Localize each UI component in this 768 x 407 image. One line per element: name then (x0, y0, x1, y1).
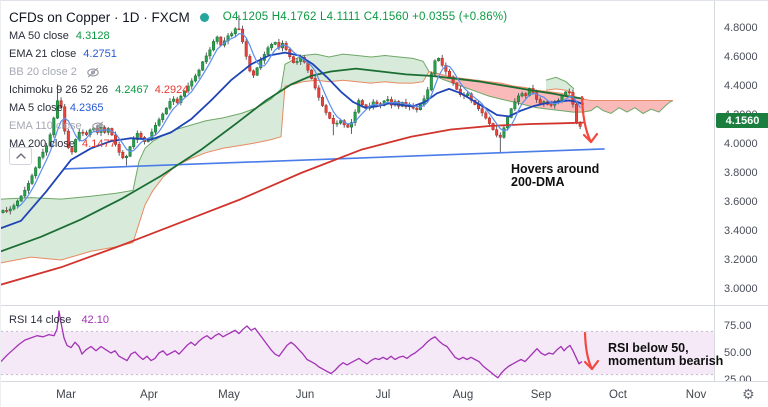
time-axis-label: Nov (685, 389, 707, 401)
indicator-label: MA 50 close (9, 30, 69, 42)
indicator-label: Ichimoku 9 26 52 26 (9, 84, 109, 96)
visibility-off-icon[interactable] (86, 66, 100, 79)
ohlc-values: O4.1205 H4.1762 L4.1111 C4.1560 +0.0355 … (222, 11, 508, 23)
indicator-value: 4.2924 (154, 84, 189, 96)
indicator-row-ichimoku[interactable]: Ichimoku 9 26 52 26 4.2467 4.2924 (9, 81, 507, 99)
annotation-200dma: Hovers around 200-DMA (511, 163, 599, 188)
price-axis[interactable]: 4.80004.60004.40004.20004.00003.80003.60… (714, 1, 768, 407)
pane-separator[interactable] (1, 305, 768, 306)
rsi-indicator-value: 42.10 (81, 314, 109, 326)
indicator-value: 4.2467 (115, 84, 149, 96)
time-axis-label: Jun (295, 389, 315, 401)
indicator-row-ma200[interactable]: MA 200 close 4.1477 (9, 135, 507, 153)
price-axis-label: 3.6000 (724, 196, 758, 208)
time-axis-label: May (218, 389, 240, 401)
chart-legend: CFDs on Copper · 1D · FXCM O4.1205 H4.17… (9, 7, 507, 153)
time-axis-label: Aug (452, 389, 474, 401)
last-price-badge: 4.1560 (716, 113, 768, 129)
price-axis-label: 3.0000 (724, 283, 758, 295)
indicator-value: 4.2365 (69, 102, 104, 114)
time-axis[interactable]: Mar Apr May Jun Jul Aug Sep Oct Nov (1, 381, 768, 407)
rsi-pane[interactable] (1, 306, 714, 381)
annotation-line: Hovers around (511, 162, 600, 176)
indicator-value: 4.3128 (75, 30, 110, 42)
rsi-canvas[interactable] (1, 306, 714, 381)
time-axis-label: Sep (530, 389, 552, 401)
rsi-axis-label: 50.00 (724, 347, 752, 359)
indicator-row-bb20[interactable]: BB 20 close 2 (9, 63, 507, 81)
symbol-title-row[interactable]: CFDs on Copper · 1D · FXCM O4.1205 H4.17… (9, 7, 507, 27)
price-axis-label: 4.6000 (724, 51, 758, 63)
indicator-label: EMA 21 close (9, 48, 77, 60)
indicator-label: MA 5 close (9, 102, 63, 114)
indicator-label: BB 20 close 2 (9, 66, 77, 78)
chevron-up-icon (15, 153, 26, 159)
annotation-line: RSI below 50, (608, 341, 689, 355)
indicator-row-ma5[interactable]: MA 5 close 4.2365 (9, 99, 507, 117)
rsi-legend-row[interactable]: RSI 14 close 42.10 (9, 314, 115, 326)
indicator-row-ma50[interactable]: MA 50 close 4.3128 (9, 27, 507, 45)
indicator-row-ema110[interactable]: EMA 110 close (9, 117, 507, 135)
gear-icon[interactable]: ⚙ (742, 386, 755, 402)
market-status-dot-icon (199, 12, 209, 22)
annotation-line: momentum bearish (608, 353, 724, 368)
price-axis-label: 3.8000 (724, 167, 758, 179)
time-axis-label: Mar (56, 389, 76, 401)
symbol-title[interactable]: CFDs on Copper · 1D · FXCM (9, 9, 190, 25)
price-chart-pane[interactable] (1, 1, 714, 306)
rsi-axis-label: 75.00 (724, 320, 752, 332)
price-chart-canvas[interactable] (1, 1, 714, 306)
time-axis-label: Jul (375, 389, 391, 401)
price-axis-label: 4.8000 (724, 22, 758, 34)
annotation-line: 200-DMA (511, 174, 565, 189)
price-axis-label: 3.4000 (724, 225, 758, 237)
price-axis-label: 4.4000 (724, 80, 758, 92)
indicator-label: EMA 110 close (9, 120, 82, 132)
indicator-row-ema21[interactable]: EMA 21 close 4.2751 (9, 45, 507, 63)
time-axis-label: Oct (609, 389, 627, 401)
collapse-legend-button[interactable] (9, 147, 32, 165)
visibility-off-icon[interactable] (91, 120, 105, 133)
indicator-value: 4.2751 (83, 48, 117, 60)
price-axis-label: 4.0000 (724, 138, 758, 150)
indicator-value: 4.1477 (82, 138, 116, 150)
time-axis-label: Apr (140, 389, 158, 401)
rsi-indicator-label: RSI 14 close (9, 314, 72, 326)
annotation-rsi-bearish: RSI below 50, momentum bearish (608, 342, 723, 367)
price-axis-label: 3.2000 (724, 254, 758, 266)
time-axis-separator (1, 381, 768, 382)
